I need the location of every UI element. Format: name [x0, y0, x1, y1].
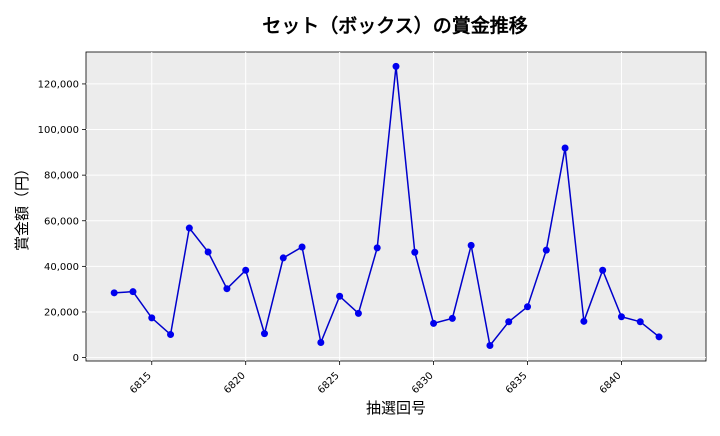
data-point [129, 288, 137, 296]
grid [86, 52, 706, 361]
y-tick-label: 120,000 [38, 79, 79, 90]
data-point [242, 266, 250, 274]
data-point [411, 248, 419, 256]
data-point [524, 303, 532, 311]
data-point [655, 333, 663, 341]
data-point [223, 285, 231, 293]
y-tick-label: 0 [73, 353, 79, 364]
x-tick-label: 6835 [504, 370, 530, 396]
data-point [542, 246, 550, 254]
data-point [505, 318, 513, 326]
data-point [392, 62, 400, 70]
plot-area [85, 51, 707, 362]
x-axis: 6815 6820 6825 6830 6835 6840 [128, 361, 624, 396]
x-tick-label: 6830 [410, 370, 436, 396]
data-point [317, 339, 325, 347]
data-point [148, 314, 156, 322]
series-layer [110, 62, 663, 349]
data-point [561, 144, 569, 152]
data-point [336, 292, 344, 300]
data-point [260, 330, 268, 338]
y-tick-label: 100,000 [38, 125, 79, 136]
y-axis: 0 20,000 40,000 60,000 80,000 100,000 120,000 [38, 79, 86, 364]
data-point [430, 319, 438, 327]
x-tick-label: 6825 [316, 370, 342, 396]
data-point [448, 314, 456, 322]
y-tick-label: 80,000 [44, 171, 79, 182]
data-point [580, 317, 588, 325]
x-tick-label: 6820 [222, 370, 248, 396]
x-axis-label: 抽選回号 [366, 399, 426, 417]
x-tick-label: 6815 [128, 370, 154, 396]
y-tick-label: 40,000 [44, 262, 79, 273]
data-point [185, 224, 193, 232]
data-point [617, 313, 625, 321]
x-tick-label: 6840 [598, 370, 624, 396]
data-point [467, 241, 475, 249]
y-axis-label: 賞金額（円） [13, 161, 31, 251]
data-point [110, 289, 118, 297]
data-point [636, 318, 644, 326]
data-point [486, 341, 494, 349]
chart-title: セット（ボックス）の賞金推移 [262, 14, 527, 37]
y-tick-label: 20,000 [44, 307, 79, 318]
data-point [599, 266, 607, 274]
data-point [167, 331, 175, 339]
y-tick-label: 60,000 [44, 216, 79, 227]
data-point [373, 244, 381, 252]
data-point [204, 248, 212, 256]
series-line [114, 66, 660, 348]
data-point [298, 243, 306, 251]
data-point [354, 309, 362, 317]
data-point [279, 254, 287, 262]
